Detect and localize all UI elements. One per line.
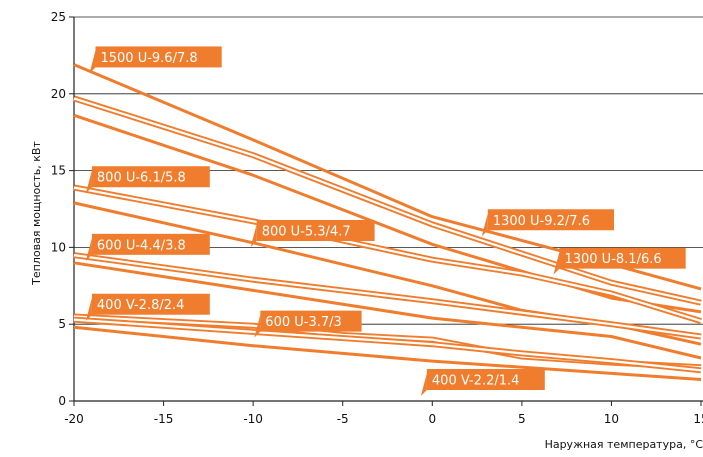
series-tag-8: 400 V-2.2/1.4 — [420, 368, 545, 396]
series-tag-box-7 — [260, 310, 362, 332]
series-tag-pointer-8 — [420, 372, 427, 396]
series-line-8 — [73, 261, 702, 360]
series-tag-box-3 — [487, 209, 615, 231]
series-line-inner-10 — [73, 318, 702, 372]
series-tag-box-6 — [91, 293, 210, 315]
series-tag-0: 1500 U-9.6/7.8 — [89, 46, 222, 74]
axes — [69, 16, 703, 406]
series-tag-pointer-7 — [254, 314, 261, 338]
tick-label-x-1: -15 — [154, 412, 174, 426]
tick-label-x-2: -10 — [243, 412, 263, 426]
series-tag-2: 800 U-5.3/4.7 — [250, 220, 375, 248]
series-tag-box-2 — [256, 220, 375, 242]
series-tag-box-1 — [91, 166, 210, 188]
series-tag-label-8: 400 V-2.2/1.4 — [432, 373, 520, 388]
series-lines — [73, 63, 702, 381]
tick-label-x-3: -5 — [337, 412, 349, 426]
series-tag-label-5: 600 U-4.4/3.8 — [97, 238, 186, 253]
series-tag-pointer-3 — [481, 213, 488, 237]
tick-label-y-2: 10 — [51, 240, 66, 254]
y-axis-title: Тепловая мощность, кВт — [30, 141, 43, 286]
series-line-10 — [73, 316, 702, 374]
tick-label-x-5: 5 — [518, 412, 526, 426]
series-line-inner-3 — [73, 186, 702, 323]
series-tag-label-2: 800 U-5.3/4.7 — [262, 225, 351, 240]
x-axis-title: Наружная температура, °C — [545, 438, 703, 451]
series-tag-pointer-4 — [553, 251, 560, 275]
series-tag-label-6: 400 V-2.8/2.4 — [97, 298, 184, 313]
series-line-inner-1 — [73, 97, 702, 304]
series-tag-label-1: 800 U-6.1/5.8 — [97, 171, 186, 186]
tick-label-y-4: 20 — [51, 87, 66, 101]
series-tag-3: 1300 U-9.2/7.6 — [481, 209, 615, 237]
series-line-11 — [73, 325, 702, 381]
tick-labels: 0 5 10 15 20 25 -20 -15 -10 -5 0 5 10 15 — [51, 10, 703, 426]
series-tag-pointer-5 — [85, 237, 92, 261]
series-tag-label-3: 1300 U-9.2/7.6 — [493, 214, 590, 229]
series-line-0 — [73, 63, 702, 291]
series-tag-label-7: 600 U-3.7/3 — [265, 315, 341, 330]
series-line-inner-7 — [73, 254, 702, 338]
series-tag-pointer-2 — [250, 224, 257, 248]
series-tag-pointer-6 — [85, 297, 92, 321]
tick-label-x-7: 15 — [693, 412, 703, 426]
series-tag-1: 800 U-6.1/5.8 — [85, 166, 210, 194]
series-tag-5: 600 U-4.4/3.8 — [85, 233, 210, 261]
series-tag-pointer-0 — [89, 50, 96, 74]
tick-label-y-5: 25 — [51, 10, 66, 24]
series-tag-box-4 — [559, 247, 686, 269]
series-tag-pointer-1 — [85, 170, 92, 194]
series-tag-6: 400 V-2.8/2.4 — [85, 293, 210, 321]
tick-label-y-0: 0 — [58, 394, 66, 408]
series-tag-4: 1300 U-8.1/6.6 — [553, 247, 686, 275]
series-tags: 1500 U-9.6/7.8 800 U-6.1/5.8 800 U-5.3/4.7… — [85, 46, 686, 396]
tick-label-y-3: 15 — [51, 164, 66, 178]
tick-label-y-1: 5 — [58, 317, 66, 331]
series-tag-box-8 — [426, 368, 545, 390]
series-tag-7: 600 U-3.7/3 — [254, 310, 362, 338]
tick-label-x-6: 10 — [604, 412, 619, 426]
tick-label-x-4: 0 — [428, 412, 436, 426]
tick-label-x-0: -20 — [64, 412, 84, 426]
series-tag-box-5 — [91, 233, 210, 255]
series-tag-label-4: 1300 U-8.1/6.6 — [564, 252, 661, 267]
series-tag-label-0: 1500 U-9.6/7.8 — [100, 51, 197, 66]
series-tag-box-0 — [95, 46, 222, 68]
